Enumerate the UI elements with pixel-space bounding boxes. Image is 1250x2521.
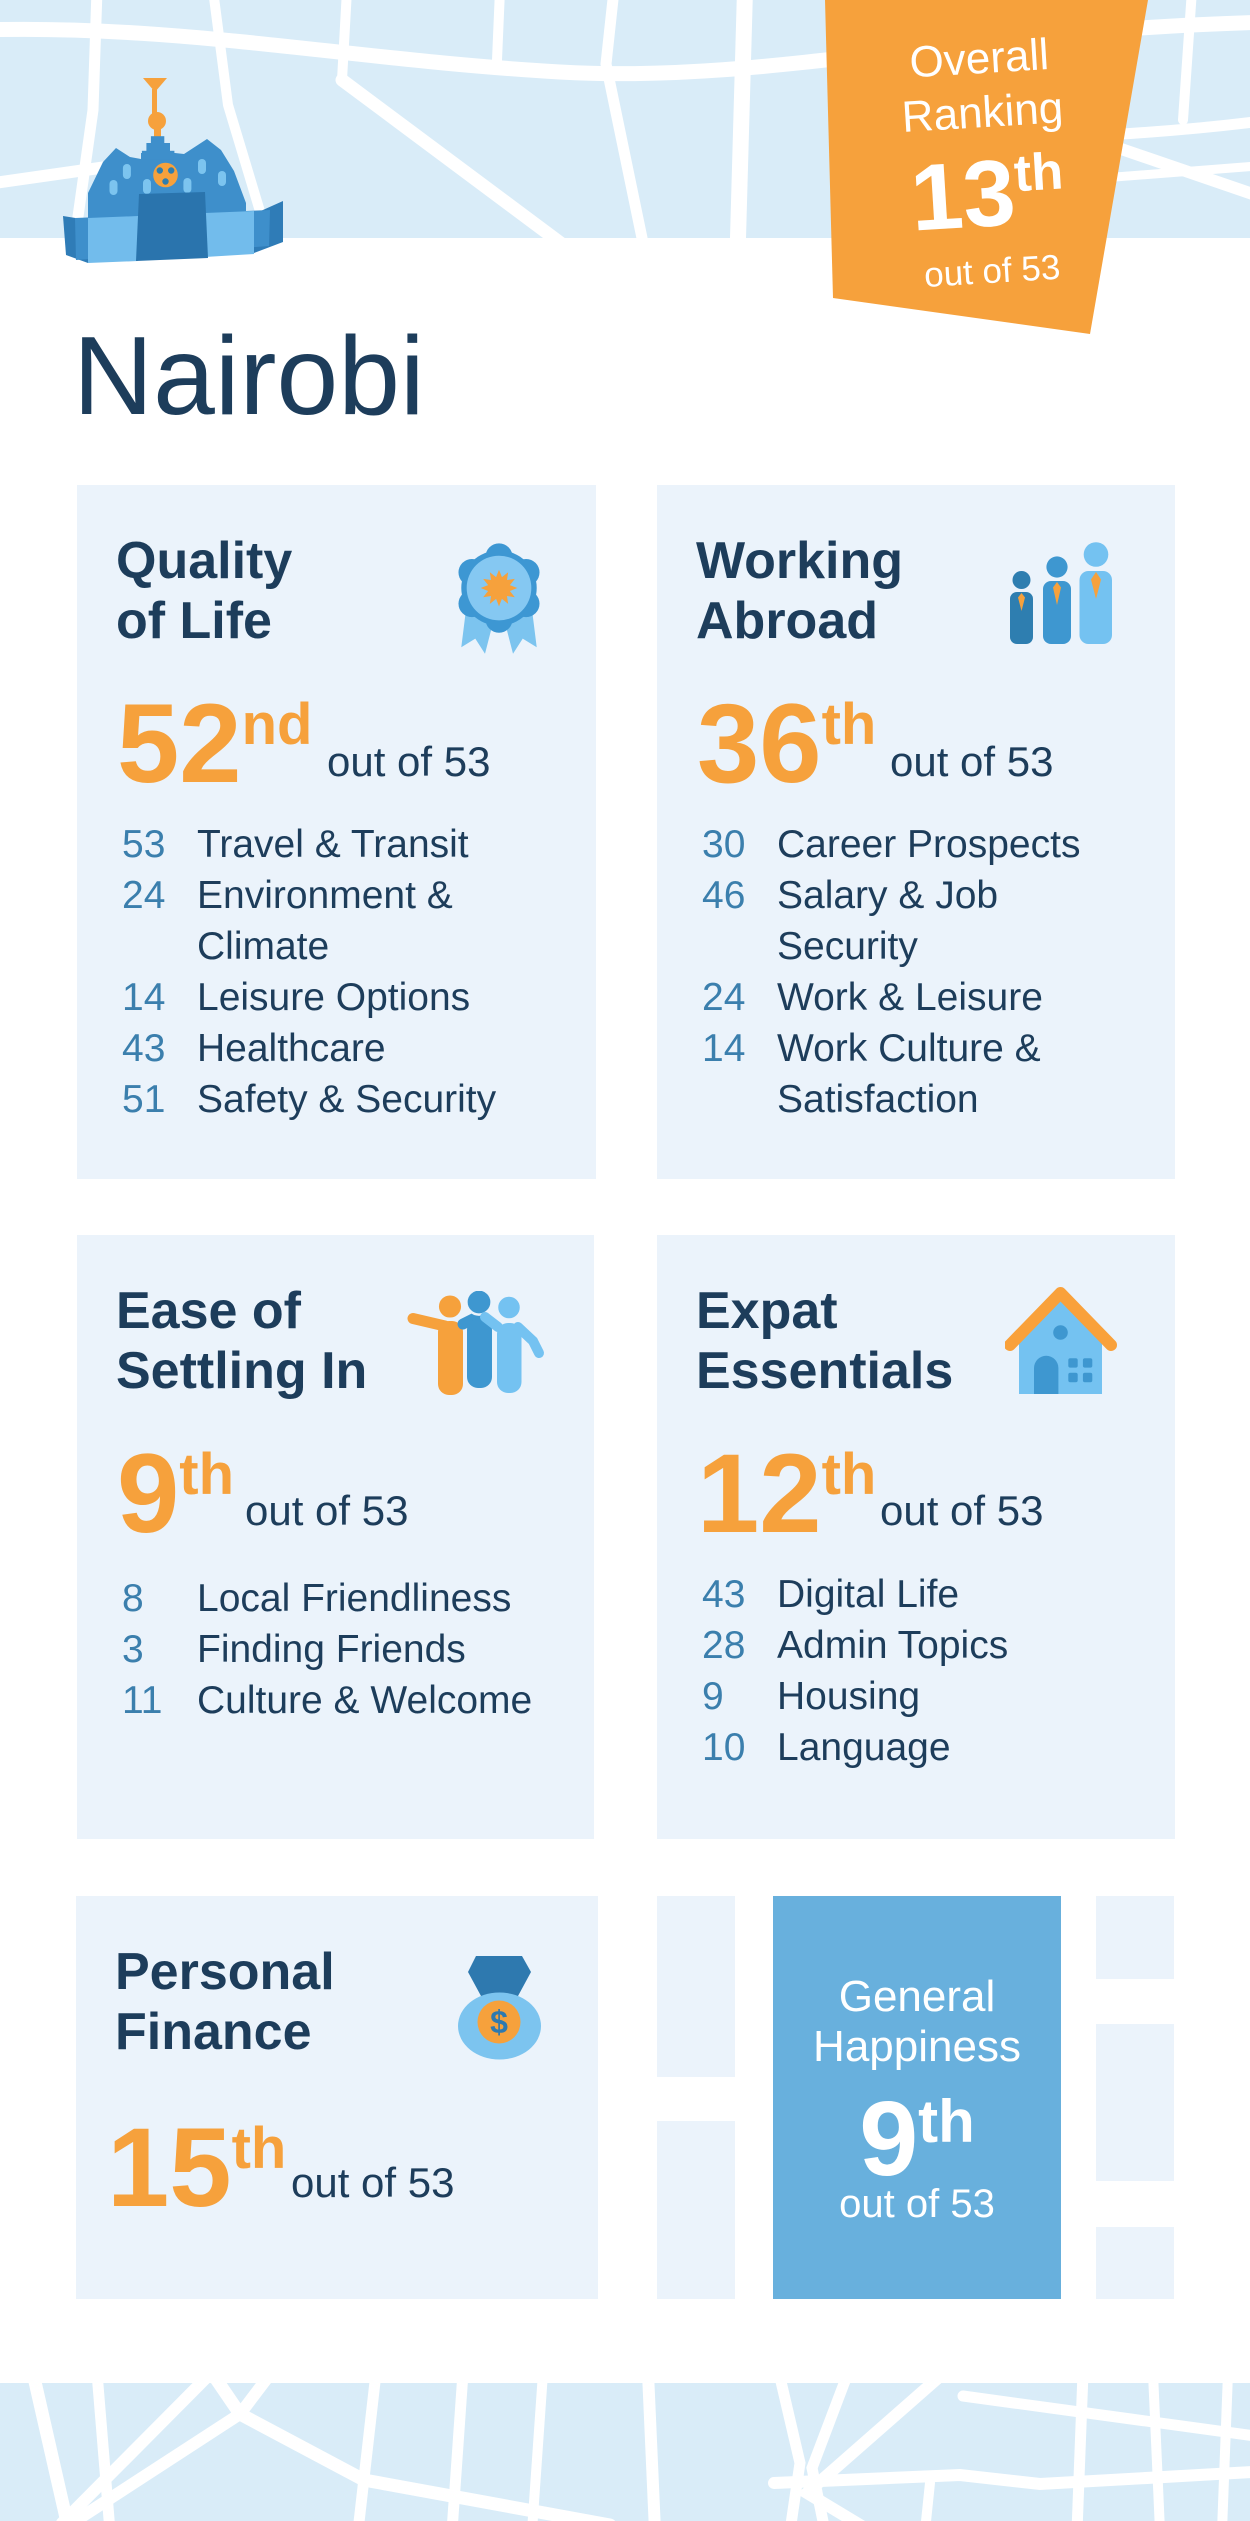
svg-text:$: $ [490,2004,508,2040]
